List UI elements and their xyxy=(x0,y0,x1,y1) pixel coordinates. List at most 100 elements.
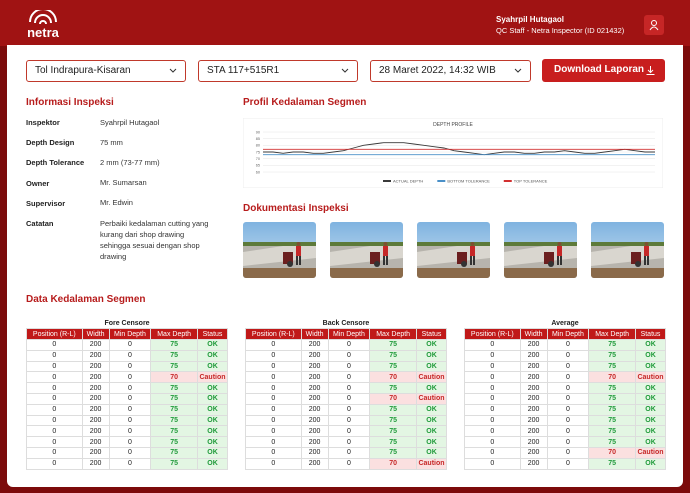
info-label: Catatan xyxy=(26,219,54,228)
chart-title: DEPTH PROFILE xyxy=(433,122,473,128)
data-row: 0 200 0 75 OK xyxy=(245,425,447,438)
data-row: 0 200 0 70 Caution xyxy=(245,371,447,384)
table-cell: Caution xyxy=(416,457,447,470)
data-row: 0 200 0 70 Caution xyxy=(245,457,447,470)
inspection-photo[interactable] xyxy=(330,222,403,278)
table-cell: 75 xyxy=(369,425,417,438)
inspection-photo[interactable] xyxy=(504,222,577,278)
table-cell: 0 xyxy=(26,393,83,405)
table-cell: 70 xyxy=(588,371,636,384)
table-cell: 75 xyxy=(588,349,636,362)
data-row: 0 200 0 75 OK xyxy=(464,414,666,427)
table-cell: 0 xyxy=(464,414,521,427)
depth-profile-chart: DEPTH PROFILE 60 65 70 75 80 85 90 ACTUAL DEPTH… xyxy=(243,118,663,188)
inspection-photo[interactable] xyxy=(591,222,664,278)
data-row: 0 200 0 75 OK xyxy=(464,425,666,438)
table-cell: 0 xyxy=(464,457,521,470)
table-cell: 0 xyxy=(108,414,152,427)
date-text: 28 Maret 2022, 14:32 WIB xyxy=(379,65,496,76)
table-cell: 75 xyxy=(150,339,198,351)
inspection-photo[interactable] xyxy=(243,222,316,278)
table-cell: 200 xyxy=(300,414,329,427)
data-row: 0 200 0 75 OK xyxy=(26,414,228,427)
table-cell: 75 xyxy=(150,403,198,416)
table-cell: 0 xyxy=(327,382,371,395)
table-cell: 0 xyxy=(464,447,521,459)
avatar-button[interactable] xyxy=(644,15,664,35)
depth-table: Fore Censore Position (R-L) Width Min Depth… xyxy=(26,318,228,470)
table-cell: 75 xyxy=(369,414,417,427)
table-cell: 0 xyxy=(108,403,152,416)
depth-data-title: Data Kedalaman Segmen xyxy=(26,294,146,305)
legend-swatch xyxy=(383,180,391,182)
table-cell: 200 xyxy=(300,360,329,373)
header-row: Position (R-L) Width Min Depth Max Depth Sta… xyxy=(245,328,447,341)
data-row: 0 200 0 75 OK xyxy=(464,382,666,395)
header-row: Position (R-L) Width Min Depth Max Depth Sta… xyxy=(26,328,228,341)
data-row: 0 200 0 75 OK xyxy=(26,360,228,373)
inspection-photo[interactable] xyxy=(417,222,490,278)
download-button[interactable]: Download Laporan xyxy=(542,59,665,82)
legend-label: ACTUAL DEPTH xyxy=(393,179,423,184)
table-title-row: Average xyxy=(464,318,666,329)
table-cell: 200 xyxy=(519,414,548,427)
table-cell: 0 xyxy=(245,382,302,395)
legend-swatch xyxy=(437,180,446,182)
table-cell: 200 xyxy=(81,393,110,405)
table-cell: 0 xyxy=(464,436,521,449)
data-row: 0 200 0 75 OK xyxy=(464,360,666,373)
project-text: Tol Indrapura-Kisaran xyxy=(35,65,131,76)
table-cell: OK xyxy=(197,414,228,427)
table-cell: 0 xyxy=(245,349,302,362)
table-cell: 0 xyxy=(546,360,590,373)
table-cell: 200 xyxy=(300,447,329,459)
depth-table: Average Position (R-L) Width Min Depth Max D… xyxy=(464,318,666,470)
data-row: 0 200 0 70 Caution xyxy=(464,371,666,384)
table-cell: 0 xyxy=(464,382,521,395)
table-cell: 0 xyxy=(546,414,590,427)
table-cell: 0 xyxy=(26,371,83,384)
table-cell: 0 xyxy=(327,371,371,384)
data-row: 0 200 0 75 OK xyxy=(464,457,666,470)
data-row: 0 200 0 75 OK xyxy=(26,403,228,416)
logo-text: netra xyxy=(27,25,60,40)
table-cell: 0 xyxy=(327,425,371,438)
project-select[interactable]: Tol Indrapura-Kisaran xyxy=(26,60,186,82)
table-cell: 0 xyxy=(108,349,152,362)
table-cell: OK xyxy=(635,403,666,416)
table-cell: 200 xyxy=(300,371,329,384)
table-cell: OK xyxy=(416,436,447,449)
date-select[interactable]: 28 Maret 2022, 14:32 WIB xyxy=(370,60,531,82)
table-cell: 200 xyxy=(81,349,110,362)
table-cell: OK xyxy=(635,436,666,449)
table-cell: 0 xyxy=(26,414,83,427)
table-cell: 75 xyxy=(588,393,636,405)
table-cell: 75 xyxy=(369,349,417,362)
data-row: 0 200 0 75 OK xyxy=(26,457,228,470)
table-cell: OK xyxy=(416,349,447,362)
table-cell: OK xyxy=(197,393,228,405)
station-select[interactable]: STA 117+515R1 xyxy=(198,60,358,82)
table-cell: 0 xyxy=(546,382,590,395)
column-header: Status xyxy=(197,328,228,341)
data-row: 0 200 0 75 OK xyxy=(464,436,666,449)
data-row: 0 200 0 75 OK xyxy=(245,349,447,362)
column-header: Width xyxy=(300,328,329,341)
table-cell: 0 xyxy=(26,349,83,362)
table-cell: OK xyxy=(197,425,228,438)
table-cell: 0 xyxy=(464,393,521,405)
table-cell: 75 xyxy=(588,360,636,373)
download-text: Download Laporan xyxy=(554,64,644,75)
table-cell: 200 xyxy=(81,382,110,395)
table-cell: 75 xyxy=(369,339,417,351)
data-row: 0 200 0 75 OK xyxy=(26,447,228,459)
table-cell: OK xyxy=(197,447,228,459)
legend-label: BOTTOM TOLERANCE xyxy=(447,179,490,184)
header-row: Position (R-L) Width Min Depth Max Depth Sta… xyxy=(464,328,666,341)
table-cell: 0 xyxy=(546,425,590,438)
data-row: 0 200 0 75 OK xyxy=(245,339,447,351)
table-cell: 75 xyxy=(150,414,198,427)
table-cell: 0 xyxy=(245,339,302,351)
table-cell: 200 xyxy=(519,349,548,362)
table-cell: 0 xyxy=(26,339,83,351)
